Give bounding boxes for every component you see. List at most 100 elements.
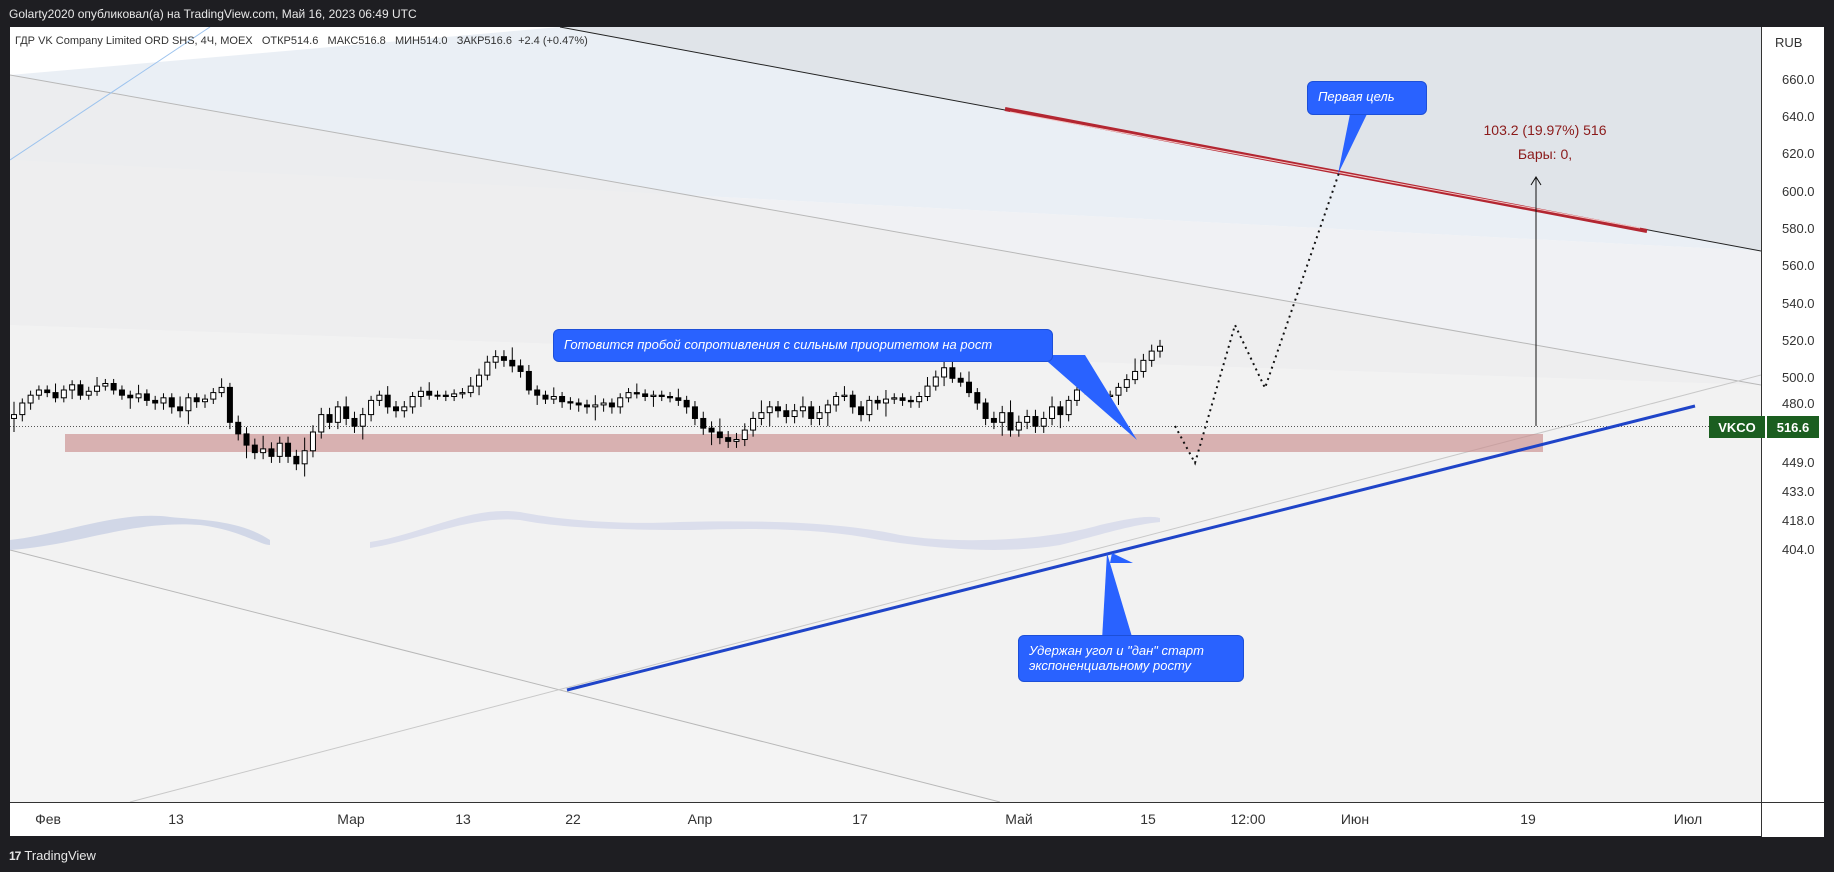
candle bbox=[1140, 353, 1147, 378]
candle bbox=[60, 385, 67, 403]
candle bbox=[982, 398, 989, 426]
candle bbox=[741, 423, 748, 447]
candle-body bbox=[882, 398, 889, 404]
candle bbox=[882, 390, 889, 417]
candle bbox=[509, 347, 516, 373]
candle bbox=[235, 415, 242, 441]
price-tick-label: 600.0 bbox=[1782, 184, 1815, 199]
candle-body bbox=[476, 374, 483, 387]
candle-body bbox=[949, 367, 956, 379]
candle bbox=[1040, 411, 1047, 433]
candle bbox=[434, 390, 441, 400]
support-callout-pointer-base bbox=[1110, 553, 1133, 563]
candle bbox=[69, 380, 76, 400]
candle bbox=[343, 396, 350, 426]
candle-body bbox=[974, 392, 981, 404]
candle bbox=[750, 411, 757, 437]
candle bbox=[19, 398, 26, 422]
candle-body bbox=[44, 389, 51, 394]
target-line-highlight bbox=[1009, 111, 1641, 229]
candle bbox=[559, 391, 566, 408]
candle bbox=[824, 399, 831, 427]
candle-body bbox=[534, 389, 541, 396]
footer-bar: 17 TradingView bbox=[0, 838, 1834, 872]
candle-body bbox=[1057, 406, 1064, 416]
candle bbox=[500, 350, 507, 367]
candle-body bbox=[359, 414, 366, 427]
price-tick-label: 433.0 bbox=[1782, 484, 1815, 499]
support-callout[interactable]: Удержан угол и "дан" старт экспоненциаль… bbox=[1018, 635, 1244, 682]
candle bbox=[160, 393, 167, 410]
candle-body bbox=[368, 399, 375, 416]
publisher-bar: Golarty2020 опубликовал(а) на TradingVie… bbox=[0, 0, 1834, 27]
last-price-badge bbox=[1767, 416, 1819, 438]
candle bbox=[816, 405, 823, 426]
candle bbox=[1065, 395, 1072, 422]
candle bbox=[833, 391, 840, 412]
target-callout[interactable]: Первая цель bbox=[1307, 81, 1427, 115]
ma-ribbon-2 bbox=[370, 510, 1160, 550]
candle bbox=[957, 372, 964, 387]
candle bbox=[467, 377, 474, 398]
time-tick-label: Май bbox=[1005, 811, 1032, 827]
measure-arrow-head bbox=[1530, 176, 1542, 186]
candles-group bbox=[11, 339, 1163, 477]
price-tick-label: 660.0 bbox=[1782, 72, 1815, 87]
candle bbox=[118, 385, 125, 400]
price-tick-label: 640.0 bbox=[1782, 109, 1815, 124]
candle bbox=[368, 395, 375, 422]
candle-body bbox=[426, 390, 433, 396]
target-callout-text: Первая цель bbox=[1318, 89, 1395, 104]
candle-body bbox=[318, 414, 325, 433]
candle bbox=[916, 391, 923, 408]
candle-body bbox=[642, 393, 649, 397]
candle-body bbox=[434, 394, 441, 397]
time-tick-label: Мар bbox=[337, 811, 365, 827]
candle-body bbox=[143, 393, 150, 401]
candle bbox=[700, 411, 707, 435]
candle-body bbox=[251, 444, 258, 454]
candle bbox=[534, 385, 541, 405]
candle-body bbox=[725, 437, 732, 442]
candle bbox=[932, 370, 939, 391]
candle bbox=[1049, 396, 1056, 426]
candle-body bbox=[575, 402, 582, 406]
candle bbox=[384, 386, 391, 414]
chart-area[interactable]: 660.0 640.0 620.0 600.0 580.0 560.0 540.0 520.0… bbox=[0, 27, 1834, 838]
candle bbox=[866, 395, 873, 422]
breakout-callout[interactable]: Готовится пробой сопротивления с сильным… bbox=[553, 329, 1053, 362]
candle bbox=[592, 395, 599, 421]
legend-open: ОТКР514.6 bbox=[261, 35, 319, 47]
price-tick-label: 449.0 bbox=[1782, 455, 1815, 470]
tradingview-logo-icon: 17 bbox=[9, 848, 21, 863]
candle-body bbox=[334, 406, 341, 423]
candle bbox=[907, 395, 914, 408]
candle-body bbox=[376, 394, 383, 401]
candle bbox=[725, 431, 732, 448]
candle-body bbox=[650, 394, 657, 398]
publisher-text: Golarty2020 опубликовал(а) на TradingVie… bbox=[9, 7, 417, 21]
tradingview-logo[interactable]: 17 TradingView bbox=[9, 848, 96, 863]
candle bbox=[849, 390, 856, 414]
candle-body bbox=[1140, 359, 1147, 372]
candle-body bbox=[700, 417, 707, 429]
candle-body bbox=[924, 385, 931, 398]
candle bbox=[94, 377, 101, 396]
candle bbox=[1073, 385, 1080, 406]
candle bbox=[309, 425, 316, 458]
candle-body bbox=[202, 398, 208, 403]
ma-ribbon-1 bbox=[10, 515, 270, 550]
candle bbox=[758, 400, 765, 426]
candle bbox=[143, 389, 150, 406]
candle bbox=[285, 436, 292, 463]
time-axis-bg[interactable] bbox=[10, 803, 1761, 836]
candle-body bbox=[891, 397, 898, 400]
candle bbox=[1024, 409, 1031, 430]
candle bbox=[102, 378, 109, 391]
time-tick-label: Фев bbox=[35, 811, 61, 827]
candle-body bbox=[716, 431, 723, 439]
candle-body bbox=[343, 406, 350, 419]
candle bbox=[924, 377, 931, 402]
candle-body bbox=[210, 392, 217, 400]
candle-body bbox=[1007, 412, 1014, 431]
